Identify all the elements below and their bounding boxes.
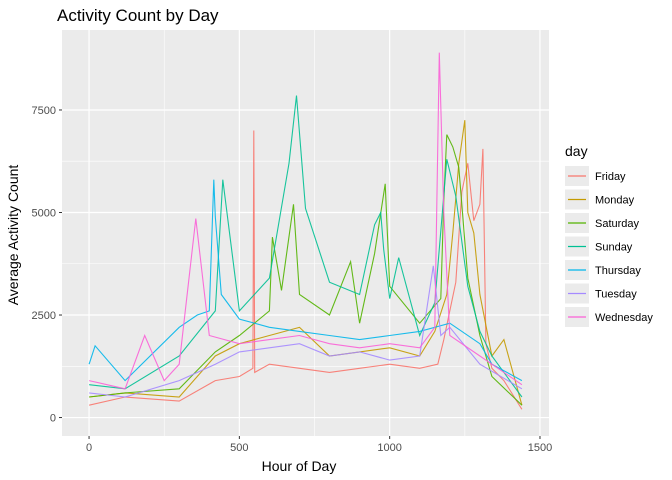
legend-item-thursday: Thursday bbox=[565, 260, 641, 280]
series-friday bbox=[88, 130, 523, 410]
legend-label: Saturday bbox=[595, 218, 640, 230]
y-axis-title: Average Activity Count bbox=[5, 165, 21, 306]
series-tuesday bbox=[89, 265, 523, 398]
x-tick-label: 500 bbox=[230, 442, 248, 454]
series-sunday bbox=[89, 95, 523, 398]
legend-label: Thursday bbox=[595, 265, 641, 277]
axis-layer: 0 500 1000 1500 0 2500 5000 7500 bbox=[32, 105, 553, 454]
x-tick-label: 1500 bbox=[528, 442, 552, 454]
series-monday bbox=[89, 120, 523, 406]
legend-label: Friday bbox=[595, 171, 626, 183]
y-tick-label: 7500 bbox=[32, 105, 56, 117]
legend-item-wednesday: Wednesday bbox=[565, 307, 653, 327]
series-saturday bbox=[89, 134, 523, 406]
plot-panel bbox=[62, 30, 549, 436]
legend-label: Wednesday bbox=[595, 312, 653, 324]
legend-item-monday: Monday bbox=[565, 189, 635, 210]
y-tick-label: 5000 bbox=[32, 207, 56, 219]
minor-gridlines bbox=[62, 30, 549, 436]
x-tick-label: 0 bbox=[86, 442, 92, 454]
legend-item-saturday: Saturday bbox=[565, 213, 640, 233]
x-tick-label: 1000 bbox=[377, 442, 401, 454]
chart-title: Activity Count by Day bbox=[57, 6, 219, 25]
legend-items: Friday Monday Saturday Sunday Thursday Tuesda… bbox=[565, 166, 653, 327]
series-thursday bbox=[88, 179, 523, 382]
legend-label: Monday bbox=[595, 195, 635, 207]
legend-item-friday: Friday bbox=[565, 166, 626, 186]
y-tick-label: 2500 bbox=[32, 310, 56, 322]
legend-item-sunday: Sunday bbox=[565, 236, 633, 257]
y-tick-label: 0 bbox=[50, 413, 56, 425]
legend-title: day bbox=[565, 143, 588, 159]
x-axis-title: Hour of Day bbox=[262, 458, 337, 474]
legend-label: Tuesday bbox=[595, 289, 637, 301]
legend: day Friday Monday Saturday Sunday Thursday Tu… bbox=[565, 143, 653, 327]
series-layer bbox=[88, 52, 523, 410]
legend-item-tuesday: Tuesday bbox=[565, 283, 637, 304]
legend-label: Sunday bbox=[595, 242, 633, 254]
series-wednesday bbox=[88, 52, 523, 390]
